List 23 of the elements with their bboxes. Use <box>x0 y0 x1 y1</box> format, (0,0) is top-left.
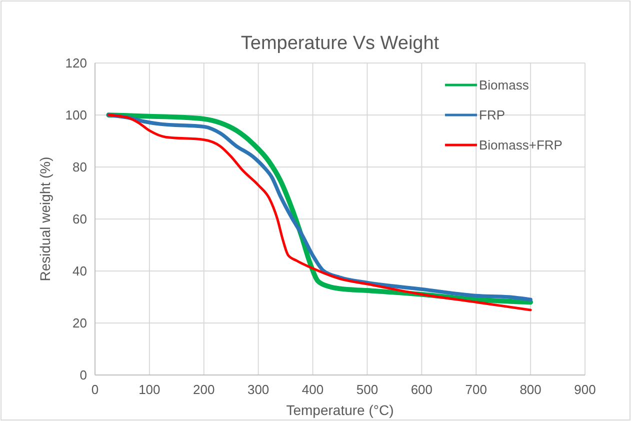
x-axis-title: Temperature (°C) <box>286 402 394 418</box>
x-tick-label: 0 <box>91 382 99 397</box>
x-tick-label: 800 <box>520 382 542 397</box>
legend-label: Biomass+FRP <box>479 138 562 153</box>
y-tick-label: 40 <box>72 264 87 279</box>
x-tick-label: 700 <box>465 382 487 397</box>
legend-label: Biomass <box>479 78 530 93</box>
x-tick-label: 300 <box>247 382 270 397</box>
x-tick-label: 200 <box>193 382 215 397</box>
y-tick-label: 120 <box>65 56 87 71</box>
y-tick-label: 60 <box>72 212 87 227</box>
x-tick-label: 100 <box>138 382 160 397</box>
y-tick-label: 0 <box>80 368 87 383</box>
x-tick-label: 600 <box>410 382 433 397</box>
y-tick-label: 80 <box>72 160 87 175</box>
x-tick-label: 400 <box>302 382 324 397</box>
y-tick-label: 100 <box>65 108 87 123</box>
x-tick-label: 900 <box>574 382 596 397</box>
x-tick-label: 500 <box>356 382 378 397</box>
chart-title: Temperature Vs Weight <box>240 33 440 54</box>
legend-label: FRP <box>479 108 505 123</box>
y-axis-title: Residual weight (%) <box>37 156 53 282</box>
y-tick-label: 20 <box>72 316 87 331</box>
